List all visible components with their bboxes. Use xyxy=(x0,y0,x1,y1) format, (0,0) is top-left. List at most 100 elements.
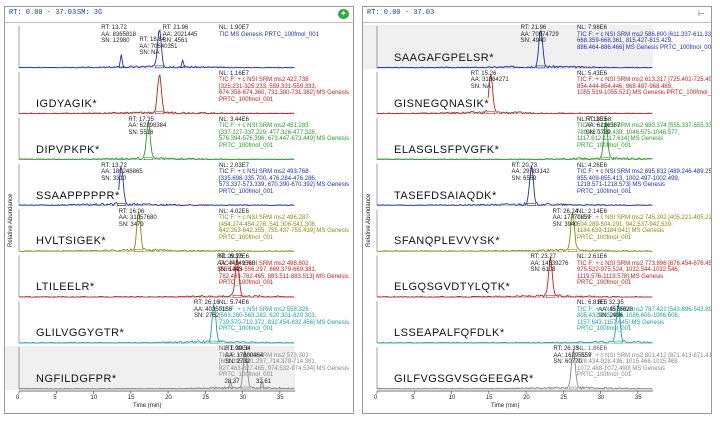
integration-marker xyxy=(134,249,144,252)
integration-marker xyxy=(486,111,496,115)
peak-annotation-line: AA: 4576628 xyxy=(598,306,633,313)
peak-annotation-line: RT: 18.84 xyxy=(139,37,165,43)
x-tick-label: 5 xyxy=(411,395,415,401)
secondary-peak xyxy=(227,379,234,390)
peak-annotation-line: AA: 14539276 xyxy=(530,260,569,267)
trace-line xyxy=(376,257,653,299)
trace-line xyxy=(19,212,295,253)
green-leaf-icon[interactable]: ✦ xyxy=(338,9,349,19)
peak-annotation-line: AA: 40350156 xyxy=(193,306,233,313)
header-divider xyxy=(363,22,711,23)
x-tick-label: 5 xyxy=(53,395,57,401)
scan-filter-text: TIC F: + c NSI SRM ms2 493.768 xyxy=(219,169,309,176)
peak-annotation-line: AA: 70974729 xyxy=(520,31,559,38)
trace-line xyxy=(377,121,653,161)
peptide-label: SAAGAFGPELSR* xyxy=(393,51,496,64)
peak-annotation-line: AA: 31864271 xyxy=(470,77,509,84)
peptide-label: GISNEGQNASIK* xyxy=(393,97,491,110)
scan-filter-text: 1119.576-1119.578] MS Genesis xyxy=(577,273,664,280)
pin-icon[interactable]: ⊢ xyxy=(698,9,705,18)
peak-annotation: RT: 21.96 AA: 2021445 SN: 4561 xyxy=(163,25,198,45)
peptide-label: LTILEELR* xyxy=(35,281,96,294)
x-tick-label: 25 xyxy=(560,395,568,401)
peptide-label: NGFILDGFPR* xyxy=(35,373,118,385)
scan-filter-text: 805.432-805.434, 1086.606-1086.608, xyxy=(577,313,680,320)
scan-filter-text: 827.463-827.465, 974.532-974.534] MS Gen… xyxy=(219,365,350,372)
peak-annotation-line: SN: NA xyxy=(139,50,160,56)
normalization-label: NL: 6.37E6 xyxy=(219,254,250,261)
peak-annotation: RT: 30.68 AA: 6216367 SN: 3729 xyxy=(586,117,621,137)
scan-filter-text: [325.231-325.233, 559.331-559.333, xyxy=(219,83,317,90)
normalization-label: NL: 7.98E6 xyxy=(577,25,608,31)
scan-filter-text: 668.359-668.361, 815.427-815.429, xyxy=(577,38,673,44)
normalization-label: NL: 1.86E6 xyxy=(577,346,608,353)
peak-annotation: RT: 30.34 AA: 17800464 SN: 2732 xyxy=(225,346,263,366)
chromatogram-panel-right[interactable]: RT: 0.00 - 37.03 ⊢ NL: 7.98E6 TIC F: + c … xyxy=(362,6,712,414)
scan-filter-text: TIC F: + c NSI SRM ms2 451.283 xyxy=(219,123,309,130)
integration-marker xyxy=(569,386,578,390)
scan-filter-text: TIC F: + c NSI SRM ms2 496.287 xyxy=(219,215,309,221)
scan-filter-text: PRTC_100fmol_001 xyxy=(577,326,632,333)
peak-annotation-line: RT: 26.35 xyxy=(553,346,579,353)
peak-annotation-line: AA: 2021445 xyxy=(162,31,198,38)
peak-annotation-line: AA: 70640351 xyxy=(139,43,178,50)
scan-filter-text: 1117.612-1117.614] MS Genesis xyxy=(577,136,664,143)
scan-filter-text: TIC F: + c NSI SRM ms2 801.412 [871.413-… xyxy=(577,352,712,359)
integration-marker xyxy=(144,157,153,160)
scan-filter-text: 789.437-789.439, 1046.575-1046.577, xyxy=(577,129,680,136)
peak-annotation: RT: 26.16 AA: 40350156 SN: 2762 xyxy=(194,300,232,320)
scan-filter-text: PRTC_100fmol_001 xyxy=(219,142,274,149)
normalization-label: NL: 5.43E6 xyxy=(577,70,608,77)
integration-marker xyxy=(536,65,545,69)
scan-filter-text: TIC F: + c NSI SRM ms2 613.317 [725.402-… xyxy=(577,77,712,84)
x-axis-label: Time (min) xyxy=(133,403,162,409)
integration-marker xyxy=(527,203,536,206)
scan-filter-text: TIC F: + c NSI SRM ms2 573.303 xyxy=(219,352,309,359)
peak-annotation-line: 32.61 xyxy=(256,379,272,385)
trace-line xyxy=(18,74,295,115)
peak-annotation-line: SN: 3310 xyxy=(101,175,127,182)
integration-marker xyxy=(240,386,250,390)
scan-filter-text: 886.464-886.466] MS Genesis PRTC_100fmol… xyxy=(577,44,712,51)
normalization-label: NL: 1.16E7 xyxy=(219,70,250,77)
scan-filter-text: TIC F: + c NSI SRM ms2 745.392 [405.221-… xyxy=(577,215,712,221)
peak-annotation: RT: 26.24 AA: 17770859 SN: 3940 xyxy=(553,209,591,229)
x-tick-label: 20 xyxy=(523,395,530,401)
scan-filter-text: 975.522-975.524, 1032.544-1032.546, xyxy=(577,267,680,274)
peak-annotation: RT: 26.35 AA: 16295559 SN: 60770 xyxy=(553,346,591,366)
peak-annotation-line: SN: 6559 xyxy=(511,175,537,182)
peak-annotation: RT: 15.26 AA: 31864271 SN: NA xyxy=(471,71,509,91)
peak-annotation-line: RT: 26.24 xyxy=(552,208,579,215)
peak-annotation-line: SN: 4561 xyxy=(162,38,188,44)
chromatogram-panel-left[interactable]: RT: 0.00 - 37.03 SM: 3G ✦ NL: 1.90E7 TIC … xyxy=(4,6,354,414)
scan-filter-text: 642.353-642.355, 755.437-755.439] MS Gen… xyxy=(219,228,350,234)
secondary-peak xyxy=(118,54,124,68)
peak-annotation-line: AA: 29783142 xyxy=(511,169,550,176)
rt-range: RT: 0.00 - 37.03 xyxy=(9,9,77,17)
x-tick-label: 15 xyxy=(485,395,493,401)
x-tick-label: 25 xyxy=(202,395,210,401)
trace-line xyxy=(18,165,295,207)
peak-annotation-line: RT: 13.72 xyxy=(101,25,127,31)
scan-filter-text: TIC F: + c NSI SRM ms2 787.421 [543.896-… xyxy=(577,306,712,313)
peak-annotation-line: RT: 17.35 xyxy=(128,116,154,123)
normalization-label: NL: 5.74E6 xyxy=(219,300,250,307)
peak-annotation-line: RT: 23.27 xyxy=(530,254,557,261)
y-axis-label: Relative Abundance xyxy=(8,193,14,247)
peak-annotation-line: RT: 13.72 xyxy=(101,162,127,169)
x-tick-label: 30 xyxy=(239,395,247,401)
peak-annotation-line: 28.37 xyxy=(224,379,240,385)
scan-filter-text: 855.409-855.413, 1002.497-1002.499, xyxy=(577,175,680,182)
scan-filter-text: 782.463-782.465, 883.511-883.513] MS Gen… xyxy=(219,273,349,280)
x-tick-label: 35 xyxy=(634,395,642,401)
normalization-label: NL: 2.03E7 xyxy=(219,162,250,169)
normalization-label: NL: 1.99E6 xyxy=(219,346,250,353)
peak-annotation-line: AA: 17770859 xyxy=(552,215,591,221)
integration-marker xyxy=(601,157,610,160)
y-axis-label: Relative Abundance xyxy=(366,193,372,247)
x-tick-label: 10 xyxy=(448,395,456,401)
scan-filter-text: PRTC_100fmol_001 xyxy=(219,372,274,379)
integration-marker xyxy=(232,294,242,298)
peptide-label: GLILVGGYGTR* xyxy=(35,327,126,340)
scan-filter-text: 573.337-573.339, 670.390-670.392] MS Gen… xyxy=(219,182,350,189)
